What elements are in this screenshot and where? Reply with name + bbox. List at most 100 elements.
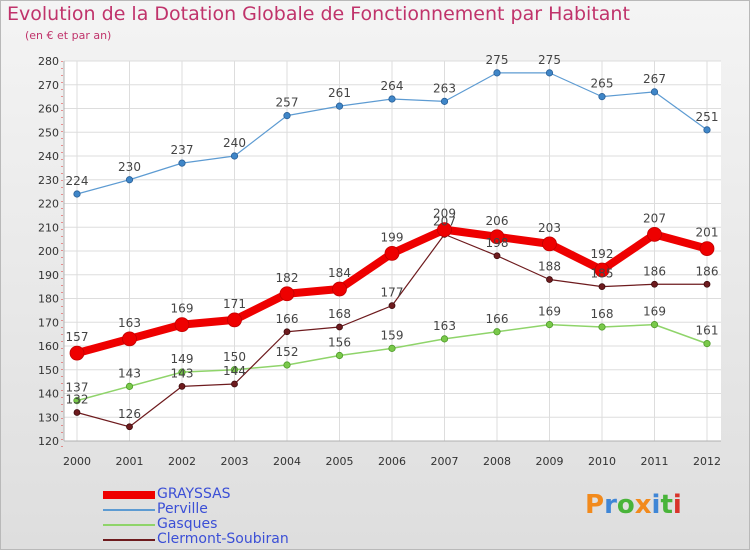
data-label-grayssas: 206 [486,214,509,228]
logo-letter: o [616,490,635,520]
data-point-grayssas [384,245,400,261]
data-label-clermont-soubiran: 186 [696,264,719,278]
y-tick-label: 120 [38,435,59,448]
data-label-gasques: 143 [118,366,141,380]
data-label-clermont-soubiran: 207 [433,214,456,228]
data-point-clermont-soubiran [231,380,238,388]
y-tick-label: 280 [38,55,59,68]
y-tick-label: 150 [38,364,59,377]
data-point-perville [388,95,396,103]
legend-label: Perville [157,501,208,517]
data-label-gasques: 150 [223,350,246,364]
data-point-gasques [125,382,134,390]
data-point-perville [598,93,606,101]
x-tick-label: 2003 [221,455,249,468]
data-label-gasques: 169 [538,305,561,319]
legend-swatch [103,508,155,511]
data-label-gasques: 166 [486,312,509,326]
x-tick-label: 2008 [483,455,511,468]
data-point-grayssas [227,312,242,328]
data-label-gasques: 156 [328,336,351,350]
data-point-perville [545,69,554,77]
data-point-grayssas [69,345,85,361]
data-label-gasques: 137 [66,381,89,395]
data-point-grayssas [542,236,557,252]
data-label-clermont-soubiran: 132 [66,393,89,407]
data-point-gasques [493,328,501,336]
data-point-gasques [650,321,659,329]
data-label-clermont-soubiran: 188 [538,260,561,274]
data-point-gasques [703,340,711,348]
chart-subtitle: (en € et par an) [25,29,112,42]
data-point-gasques [230,366,239,374]
data-point-gasques [440,335,449,343]
data-point-grayssas [437,222,452,238]
data-label-perville: 275 [486,53,509,67]
data-point-clermont-soubiran [336,323,343,331]
data-label-grayssas: 199 [381,230,404,244]
data-point-gasques [283,361,291,369]
data-point-perville [335,102,344,110]
x-tick-label: 2000 [63,455,91,468]
data-point-clermont-soubiran [546,276,553,283]
y-tick-label: 270 [38,79,59,92]
data-point-clermont-soubiran [283,328,291,336]
x-tick-label: 2004 [273,455,301,468]
x-tick-label: 2005 [326,455,354,468]
data-point-perville [125,176,134,184]
data-label-grayssas: 207 [643,211,666,225]
data-label-grayssas: 169 [171,302,194,316]
data-label-grayssas: 184 [328,266,351,280]
legend-item-clermont-soubiran: Clermont-Soubiran [103,532,289,547]
y-tick-label: 200 [38,245,59,258]
y-tick-label: 160 [38,340,59,353]
y-tick-label: 210 [38,221,59,234]
logo-letter: t [660,490,673,520]
data-label-perville: 267 [643,72,666,86]
data-label-perville: 263 [433,81,456,95]
data-label-gasques: 161 [696,324,719,338]
data-point-clermont-soubiran [651,280,658,288]
data-label-perville: 275 [538,53,561,67]
data-label-clermont-soubiran: 198 [486,236,509,250]
data-point-gasques [545,321,554,329]
data-label-perville: 224 [66,174,89,188]
y-tick-label: 190 [38,269,59,282]
data-label-gasques: 159 [381,328,404,342]
data-label-grayssas: 203 [538,221,561,235]
x-tick-label: 2006 [378,455,406,468]
y-tick-label: 230 [38,174,59,187]
data-label-clermont-soubiran: 177 [381,286,404,300]
y-tick-label: 260 [38,103,59,116]
data-point-clermont-soubiran [388,302,396,310]
data-label-perville: 264 [381,79,404,93]
data-label-gasques: 168 [591,307,614,321]
y-tick-label: 130 [38,411,59,424]
logo-letter: i [672,490,682,520]
chart-title: Evolution de la Dotation Globale de Fonc… [7,3,630,25]
legend-swatch [103,538,155,541]
y-tick-label: 250 [38,126,59,139]
data-point-gasques [388,344,396,352]
data-label-grayssas: 201 [696,226,719,240]
data-label-clermont-soubiran: 143 [171,366,194,380]
proxiti-logo: Proxiti [585,490,682,520]
data-label-clermont-soubiran: 186 [643,264,666,278]
data-label-grayssas: 171 [223,297,246,311]
data-point-perville [493,69,501,77]
logo-letter: r [604,490,617,520]
legend-item-grayssas: GRAYSSAS [103,487,289,502]
x-tick-label: 2007 [431,455,459,468]
data-label-gasques: 149 [171,352,194,366]
legend-label: Gasques [157,516,218,532]
data-point-grayssas [647,226,662,242]
data-label-perville: 237 [171,143,194,157]
data-point-grayssas [279,286,295,302]
data-label-perville: 257 [276,96,299,110]
data-point-perville [650,88,659,96]
data-label-grayssas: 163 [118,316,141,330]
data-label-grayssas: 157 [66,330,89,344]
data-label-clermont-soubiran: 168 [328,307,351,321]
data-point-perville [178,159,186,167]
